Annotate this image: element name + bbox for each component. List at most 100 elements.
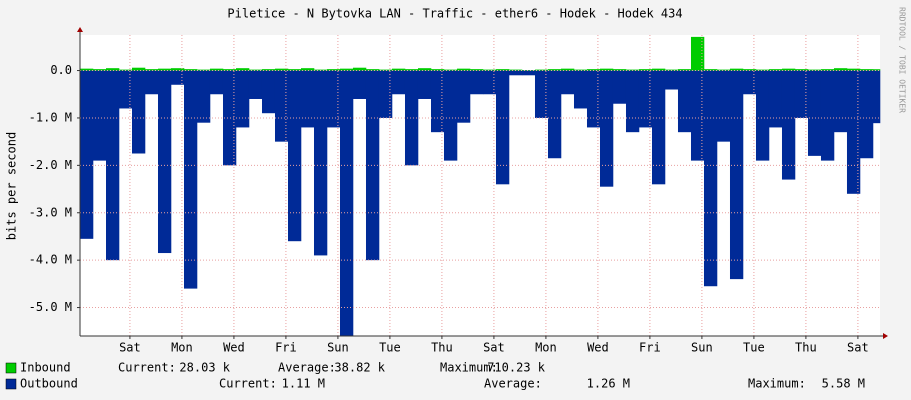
legend-stat-label: Current: <box>118 361 176 375</box>
area-sample <box>781 68 796 71</box>
area-sample <box>612 70 627 104</box>
area-sample <box>144 69 159 71</box>
area-sample <box>118 70 133 109</box>
area-sample <box>768 70 783 128</box>
area-sample <box>820 69 835 71</box>
area-sample <box>235 68 250 71</box>
area-sample <box>547 70 562 159</box>
area-sample <box>391 68 406 71</box>
area-sample <box>495 69 510 71</box>
area-sample <box>482 69 497 71</box>
area-sample <box>326 69 341 71</box>
area-sample <box>859 70 874 159</box>
y-tick-label: -4.0 M <box>29 253 72 267</box>
area-sample <box>287 70 302 242</box>
area-sample <box>534 70 549 118</box>
y-tick-label: -5.0 M <box>29 300 72 314</box>
area-sample <box>430 69 445 71</box>
area-sample <box>235 70 250 128</box>
area-sample <box>170 70 185 85</box>
area-sample <box>794 69 809 71</box>
area-sample <box>690 36 705 71</box>
area-sample <box>872 69 881 71</box>
area-sample <box>105 70 120 261</box>
area-sample <box>833 68 848 71</box>
area-sample <box>131 70 146 154</box>
y-tick-label: -2.0 M <box>29 158 72 172</box>
area-sample <box>807 69 822 71</box>
legend-stat-value: 28.03 k <box>179 361 230 375</box>
area-sample <box>547 69 562 71</box>
area-sample <box>456 68 471 71</box>
legend-swatch <box>5 378 17 390</box>
area-sample <box>690 70 705 161</box>
legend-swatch <box>5 362 17 374</box>
area-sample <box>274 68 289 71</box>
area-sample <box>833 70 848 133</box>
area-sample <box>625 70 640 133</box>
legend-stat-value: 710.23 k <box>487 361 546 375</box>
area-sample <box>170 68 185 71</box>
x-tick-label: Sat <box>847 341 869 355</box>
area-sample <box>300 70 315 128</box>
area-sample <box>638 70 653 128</box>
area-sample <box>742 69 757 71</box>
area-sample <box>417 70 432 99</box>
area-sample <box>729 70 744 280</box>
chart-title: Piletice - N Bytovka LAN - Traffic - eth… <box>227 7 682 21</box>
area-sample <box>742 70 757 95</box>
area-sample <box>222 69 237 71</box>
area-sample <box>586 69 601 71</box>
area-sample <box>573 69 588 71</box>
area-sample <box>326 70 341 128</box>
legend-stat-label: Average: <box>484 377 542 391</box>
area-sample <box>677 70 692 133</box>
area-sample <box>209 70 224 95</box>
legend-stat-label: Maximum: <box>440 361 498 375</box>
area-sample <box>144 70 159 95</box>
area-sample <box>521 70 536 76</box>
area-sample <box>573 70 588 109</box>
area-sample <box>755 70 770 161</box>
x-tick-label: Thu <box>795 341 817 355</box>
area-sample <box>872 70 881 124</box>
x-tick-label: Mon <box>171 341 193 355</box>
y-tick-label: -1.0 M <box>29 110 72 124</box>
area-sample <box>339 68 354 71</box>
area-sample <box>651 68 666 71</box>
area-sample <box>92 70 107 161</box>
area-sample <box>261 70 276 114</box>
area-sample <box>482 70 497 95</box>
x-tick-label: Mon <box>535 341 557 355</box>
area-sample <box>560 70 575 95</box>
legend-name: Outbound <box>20 377 78 391</box>
area-sample <box>378 70 393 118</box>
area-sample <box>651 70 666 185</box>
area-sample <box>716 69 731 71</box>
area-sample <box>222 70 237 166</box>
area-sample <box>443 70 458 161</box>
legend-stat-label: Current: <box>219 377 277 391</box>
area-sample <box>612 69 627 71</box>
area-sample <box>677 69 692 71</box>
area-sample <box>209 68 224 71</box>
x-tick-label: Sat <box>119 341 141 355</box>
area-sample <box>846 70 861 194</box>
area-sample <box>443 69 458 71</box>
area-sample <box>755 69 770 71</box>
x-axis-arrow <box>883 333 888 339</box>
area-sample <box>80 70 94 239</box>
area-sample <box>729 68 744 71</box>
area-sample <box>534 69 549 71</box>
area-sample <box>391 70 406 95</box>
area-sample <box>807 70 822 156</box>
area-sample <box>781 70 796 180</box>
area-sample <box>638 69 653 71</box>
x-tick-label: Fri <box>275 341 297 355</box>
area-sample <box>157 70 172 254</box>
area-sample <box>196 70 211 123</box>
area-sample <box>339 70 354 336</box>
area-sample <box>859 69 874 71</box>
area-sample <box>508 70 523 76</box>
area-sample <box>599 68 614 71</box>
